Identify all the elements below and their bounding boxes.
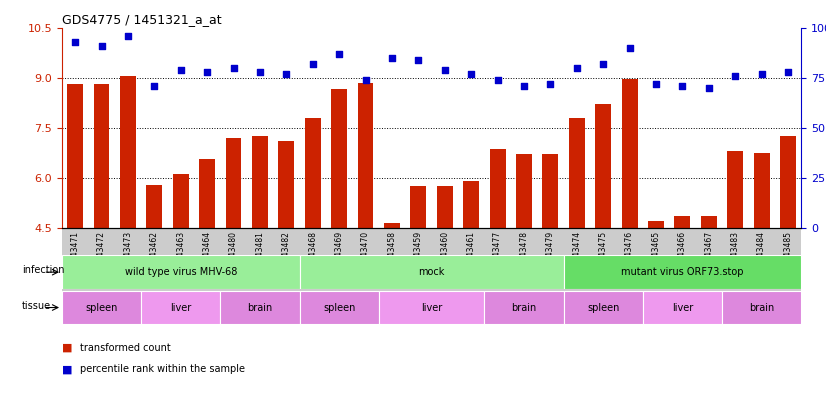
- Bar: [331, 89, 347, 228]
- Text: spleen: spleen: [85, 303, 118, 312]
- Text: brain: brain: [511, 303, 537, 312]
- Text: infection: infection: [21, 266, 64, 275]
- Point: [333, 50, 346, 57]
- Bar: [93, 84, 110, 228]
- Text: spleen: spleen: [323, 303, 355, 312]
- Bar: [305, 118, 320, 228]
- Bar: [199, 160, 215, 228]
- Bar: [120, 76, 135, 228]
- Bar: [563, 291, 643, 324]
- Point: [649, 81, 662, 87]
- Text: liver: liver: [421, 303, 442, 312]
- Point: [359, 77, 373, 83]
- Bar: [141, 291, 221, 324]
- Text: spleen: spleen: [587, 303, 620, 312]
- Text: brain: brain: [247, 303, 273, 312]
- Bar: [722, 291, 801, 324]
- Point: [201, 68, 214, 75]
- Point: [174, 66, 188, 73]
- Point: [702, 84, 715, 91]
- Bar: [379, 291, 484, 324]
- Text: wild type virus MHV-68: wild type virus MHV-68: [125, 267, 237, 277]
- Text: ■: ■: [62, 364, 76, 375]
- Bar: [701, 216, 717, 228]
- Bar: [490, 149, 506, 228]
- Point: [438, 66, 451, 73]
- Bar: [221, 291, 300, 324]
- Bar: [622, 79, 638, 228]
- Point: [464, 70, 477, 77]
- Bar: [543, 154, 558, 228]
- Bar: [62, 291, 141, 324]
- Point: [227, 64, 240, 71]
- Point: [412, 57, 425, 63]
- Bar: [463, 181, 479, 228]
- Bar: [278, 141, 294, 228]
- Bar: [300, 255, 563, 289]
- Point: [517, 83, 530, 89]
- Text: liver: liver: [672, 303, 693, 312]
- Bar: [252, 136, 268, 228]
- Text: percentile rank within the sample: percentile rank within the sample: [80, 364, 245, 375]
- Point: [280, 70, 293, 77]
- Bar: [675, 216, 691, 228]
- Bar: [484, 291, 563, 324]
- Bar: [437, 186, 453, 228]
- Bar: [569, 118, 585, 228]
- Point: [386, 55, 399, 61]
- Point: [491, 77, 504, 83]
- Point: [755, 70, 768, 77]
- Text: transformed count: transformed count: [80, 343, 171, 353]
- Bar: [62, 255, 300, 289]
- Point: [596, 61, 610, 67]
- Bar: [225, 138, 241, 228]
- Text: GDS4775 / 1451321_a_at: GDS4775 / 1451321_a_at: [62, 13, 221, 26]
- Bar: [648, 221, 664, 228]
- Bar: [358, 83, 373, 228]
- Bar: [727, 151, 743, 228]
- Bar: [300, 291, 379, 324]
- Text: brain: brain: [749, 303, 774, 312]
- Bar: [780, 136, 796, 228]
- Point: [729, 72, 742, 79]
- Text: ■: ■: [62, 343, 76, 353]
- Point: [306, 61, 320, 67]
- Point: [623, 44, 636, 51]
- Text: mutant virus ORF73.stop: mutant virus ORF73.stop: [621, 267, 743, 277]
- Bar: [146, 185, 162, 228]
- Bar: [753, 153, 770, 228]
- Bar: [596, 105, 611, 228]
- Point: [121, 32, 135, 39]
- Bar: [384, 223, 400, 228]
- Bar: [67, 84, 83, 228]
- Point: [781, 68, 795, 75]
- Point: [69, 39, 82, 45]
- Bar: [563, 255, 801, 289]
- Point: [254, 68, 267, 75]
- Point: [95, 42, 108, 49]
- Point: [676, 83, 689, 89]
- Text: mock: mock: [419, 267, 444, 277]
- Point: [148, 83, 161, 89]
- Bar: [643, 291, 722, 324]
- Text: tissue: tissue: [21, 301, 51, 311]
- Bar: [516, 154, 532, 228]
- Bar: [173, 174, 188, 228]
- Point: [544, 81, 557, 87]
- Bar: [411, 186, 426, 228]
- Text: liver: liver: [170, 303, 192, 312]
- Point: [570, 64, 583, 71]
